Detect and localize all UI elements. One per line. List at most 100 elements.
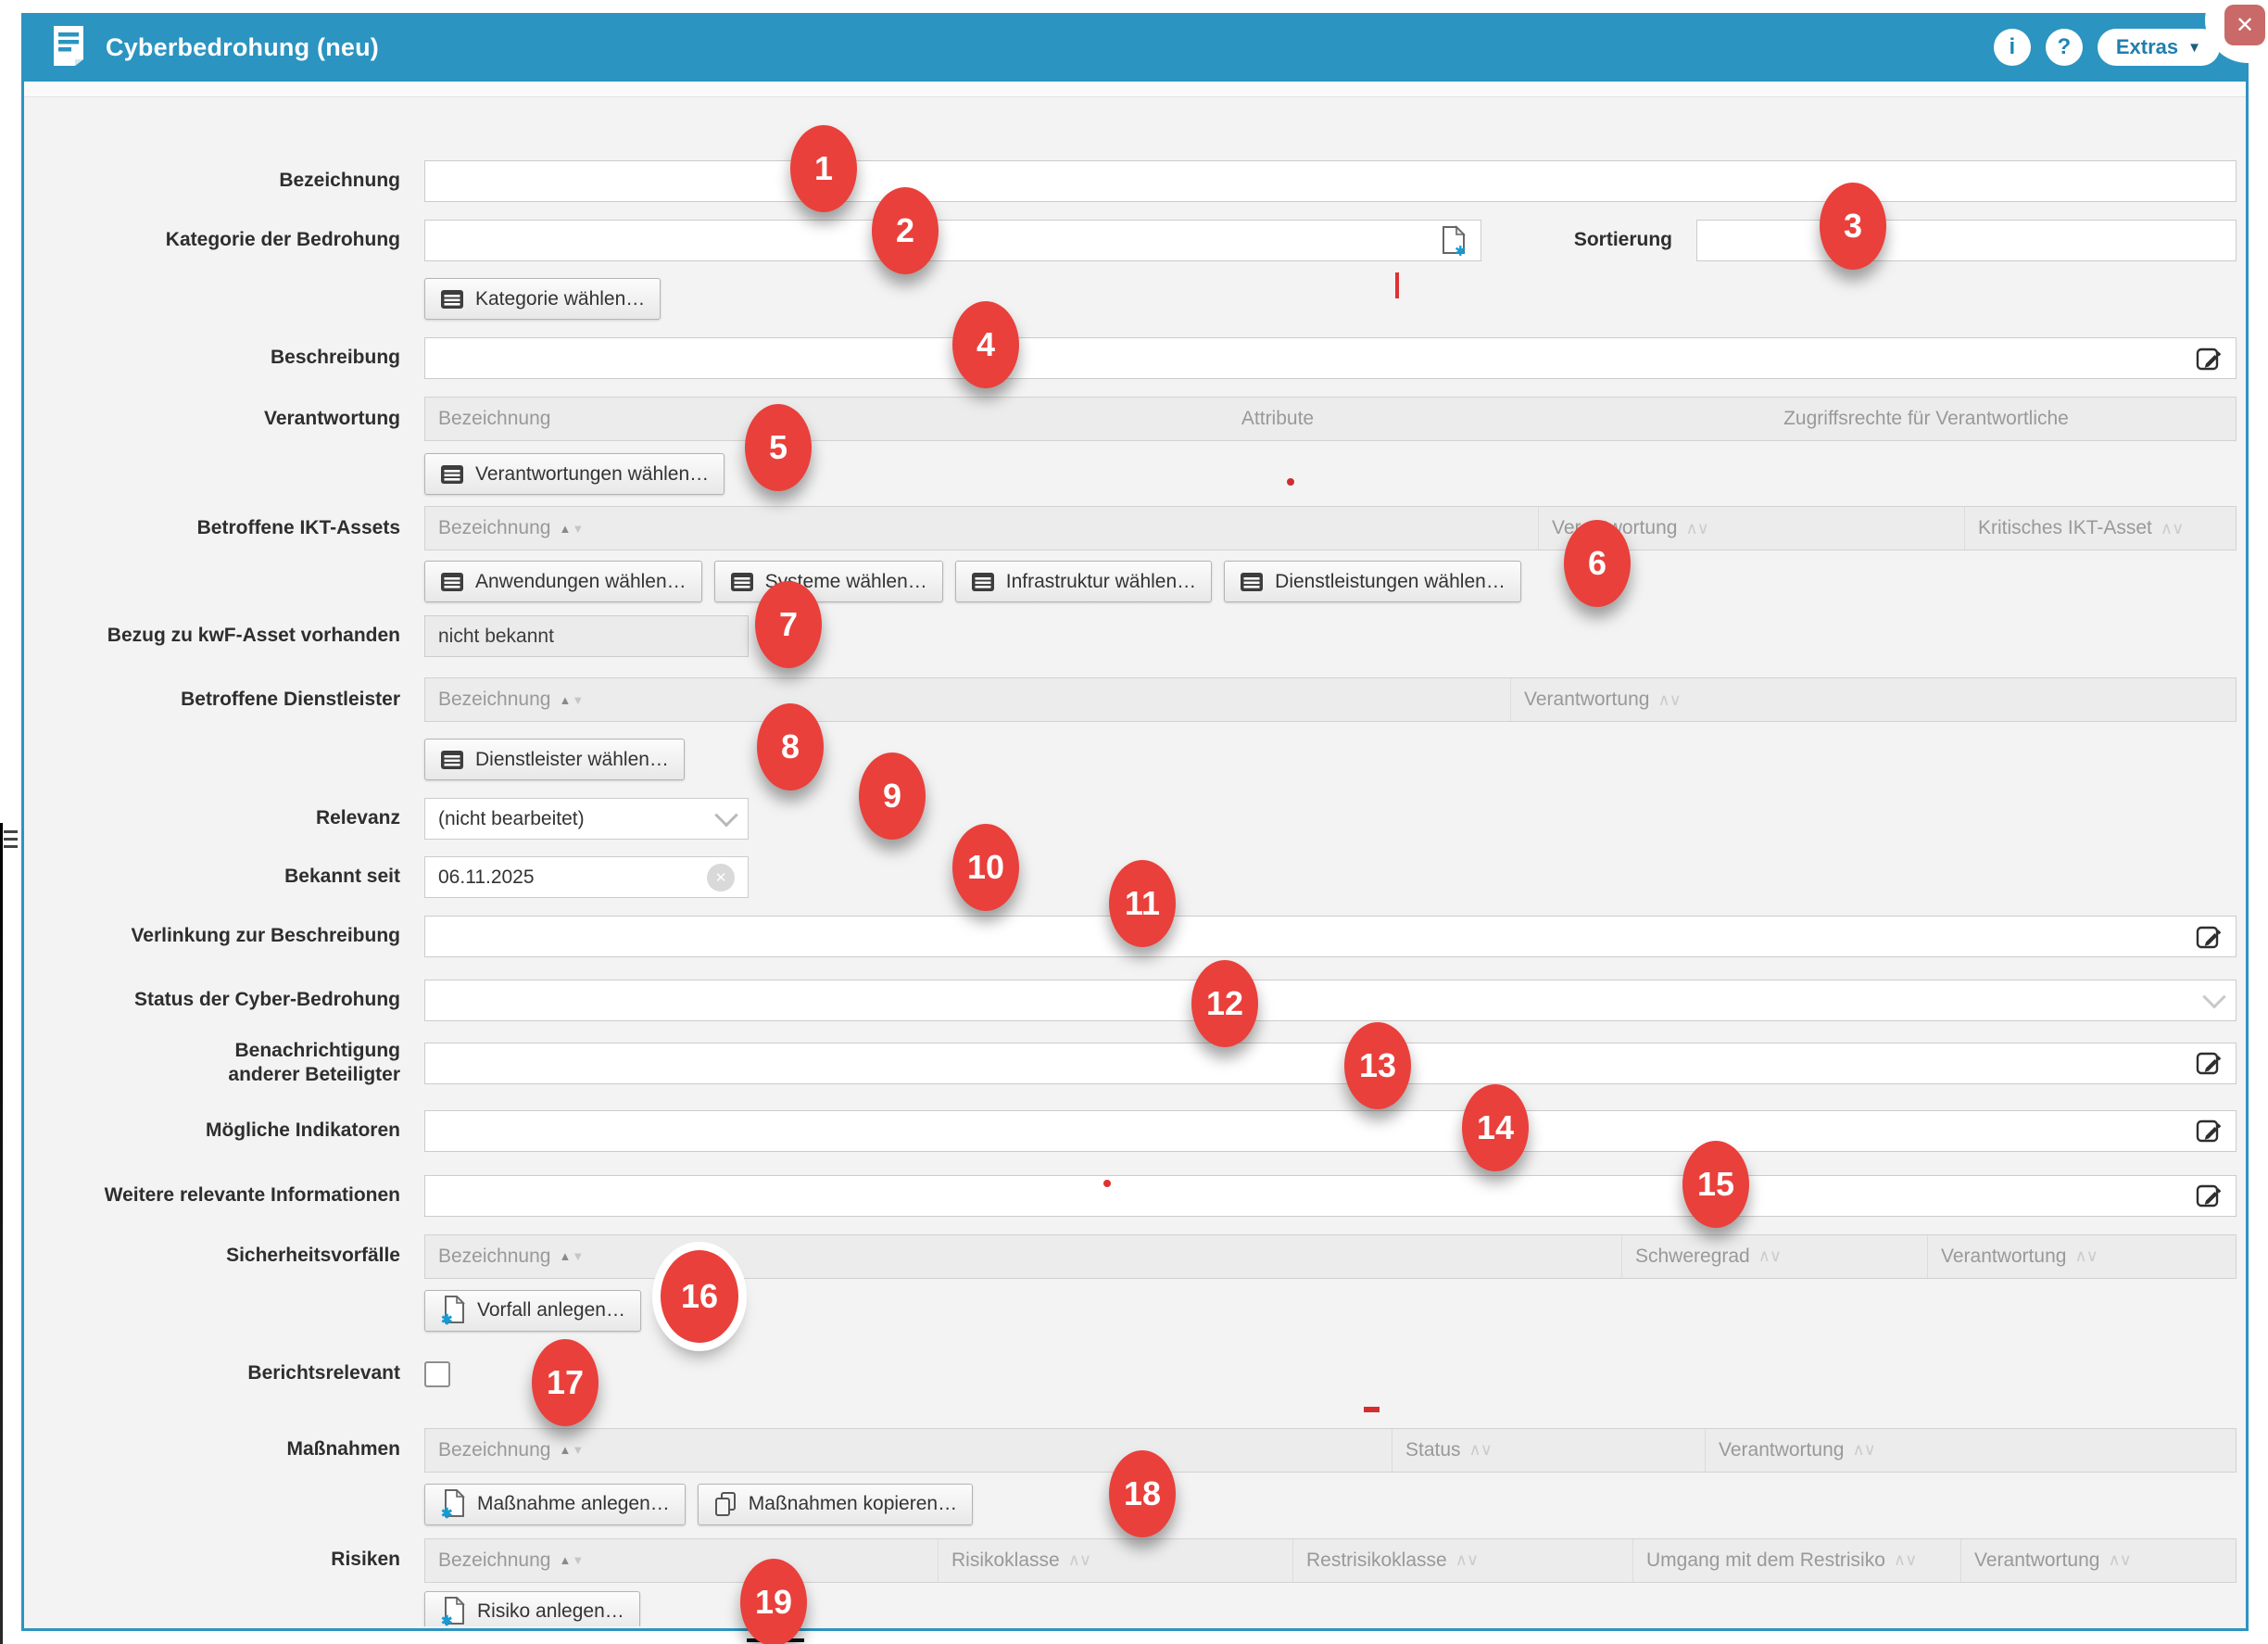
column-header-sortable[interactable]: Bezeichnung ▲ ▼ [425,1428,1392,1472]
edit-icon[interactable] [2195,1049,2223,1077]
column-header-sortable[interactable]: Kritisches IKT-Asset ∧ ∨ [1978,517,2185,538]
ikt-assets-table-header: Bezeichnung ▲▼ Verantwortung ∧∨ Kritisch… [424,506,2236,550]
chevron-down-icon: ▼ [2187,39,2201,56]
column-header-sortable[interactable]: Verantwortung ∧∨ [1974,1549,2132,1571]
chevron-down-icon [714,803,738,827]
extras-button[interactable]: Extras ▼ [2097,29,2220,66]
column-header-sortable[interactable]: Restrisikoklasse ∧ ∨ [1293,1538,1633,1582]
help-icon: ? [2057,34,2072,59]
sort-icons: ∧ ∨ [2074,1246,2098,1265]
row-status: Status der Cyber-Bedrohung [24,980,2236,1021]
indikatoren-input[interactable] [424,1109,2236,1152]
column-header-sortable[interactable]: Verantwortung ∧∨ [1524,689,1682,710]
dialog-titlebar: Cyberbedrohung (neu) i ? Extras ▼ [24,13,2246,82]
berichtsrelevant-checkbox[interactable] [424,1360,450,1387]
row-beschreibung: Beschreibung [24,337,2236,379]
annotation-badge-11: 11 [1109,860,1176,947]
sortierung-input[interactable] [1696,220,2236,261]
list-icon [441,289,463,309]
verantwortung-label: Verantwortung [263,407,400,429]
column-header-sortable[interactable]: Bezeichnung ▲ ▼ [425,1234,1622,1278]
kategorie-input[interactable]: ✱ [424,220,1481,261]
column-header-sortable[interactable]: Risikoklasse ∧ ∨ [939,1538,1293,1582]
edit-icon[interactable] [2195,345,2223,373]
red-line-artifact [1395,272,1399,298]
kwf-value-field: nicht bekannt [424,615,749,657]
info-button[interactable]: i [1993,29,2031,66]
row-bekannt-seit: Bekannt seit 06.11.2025 ✕ [24,856,2236,898]
clear-date-button[interactable]: ✕ [707,863,735,892]
column-header-sortable[interactable]: Schweregrad ∧ ∨ [1622,1234,1928,1278]
column-header[interactable]: Bezeichnung [438,408,551,429]
row-verantwortung: Verantwortung Bezeichnung Attribute Zugr… [24,397,2236,441]
status-select[interactable] [424,980,2236,1021]
background-window-text-artifact [4,838,18,841]
column-header[interactable]: Zugriffsrechte für Verantwortliche [1783,408,2069,429]
sort-icons: ∧ ∨ [1468,1440,1493,1459]
copy-icon [714,1492,736,1516]
status-label: Status der Cyber-Bedrohung [133,989,400,1011]
weitere-infos-input[interactable] [424,1174,2236,1217]
sort-icons: ∧ ∨ [2108,1550,2132,1569]
column-header-sortable[interactable]: Verantwortung ∧∨ [1941,1245,2098,1267]
vorfall-anlegen-button[interactable]: ✱ Vorfall anlegen… [424,1289,641,1332]
row-indikatoren: Mögliche Indikatoren [24,1109,2236,1152]
list-icon [441,572,463,591]
kategorie-waehlen-button[interactable]: Kategorie wählen… [424,278,662,320]
edit-icon[interactable] [2195,923,2223,951]
verlinkung-input[interactable] [424,916,2236,957]
row-dienstleister: Betroffene Dienstleister Bezeichnung ▲ ▼ … [24,677,2236,722]
dialog-cyberbedrohung: Cyberbedrohung (neu) i ? Extras ▼ Bezeic… [21,13,2249,1631]
annotation-badge-4: 4 [952,301,1019,388]
list-icon [1241,572,1264,591]
titlebar-actions: i ? Extras ▼ [1993,29,2220,66]
verantwortung-table-header: Bezeichnung Attribute Zugriffsrechte für… [424,397,2236,441]
anwendungen-waehlen-button[interactable]: Anwendungen wählen… [424,561,702,602]
dienstleister-table-header: Bezeichnung ▲ ▼ Verantwortung ∧ ∨ [424,677,2236,722]
new-document-icon[interactable]: ✱ [1440,224,1468,257]
row-sicherheitsvorfaelle: Sicherheitsvorfälle Bezeichnung ▲ ▼ Schwe… [24,1233,2236,1279]
sort-icons: ∧ ∨ [1455,1550,1480,1569]
row-kategorie-actions: Kategorie wählen… [24,278,2236,320]
verantwortungen-waehlen-button[interactable]: Verantwortungen wählen… [424,453,725,495]
infrastruktur-waehlen-button[interactable]: Infrastruktur wählen… [954,561,1213,602]
column-header[interactable]: Attribute [1241,408,1315,429]
close-button[interactable]: ✕ [2224,5,2265,45]
beschreibung-input[interactable] [424,337,2236,379]
column-header-sortable[interactable]: Bezeichnung ▲ ▼ [425,678,1511,721]
edit-icon[interactable] [2195,1182,2223,1209]
document-icon [50,24,87,71]
bezeichnung-input[interactable] [424,160,2236,202]
benachrichtigung-input[interactable] [424,1042,2236,1084]
dienstleister-label: Betroffene Dienstleister [181,688,400,710]
list-icon [971,572,994,591]
relevanz-select[interactable]: (nicht bearbeitet) [424,798,749,840]
column-header-sortable[interactable]: Verantwortung ∧∨ [1719,1438,1876,1461]
systeme-waehlen-button[interactable]: Systeme wählen… [713,561,943,602]
svg-text:✱: ✱ [441,1312,453,1325]
dienstleistungen-waehlen-button[interactable]: Dienstleistungen wählen… [1224,561,1521,602]
kategorie-label: Kategorie der Bedrohung [165,229,400,251]
help-button[interactable]: ? [2045,29,2083,66]
sort-icons: ▲ ▼ [559,1443,585,1457]
massnahmen-kopieren-button[interactable]: Maßnahmen kopieren… [697,1483,974,1525]
column-header-sortable[interactable]: Bezeichnung ▲ ▼ [425,1538,939,1582]
red-dot-artifact [1287,478,1294,486]
column-header-sortable[interactable]: Status ∧ ∨ [1392,1428,1706,1472]
risiko-anlegen-button[interactable]: ✱ Risiko anlegen… [424,1590,640,1626]
new-document-icon: ✱ [441,1296,465,1325]
dienstleister-waehlen-button[interactable]: Dienstleister wählen… [424,739,685,780]
svg-text:✱: ✱ [441,1506,453,1519]
annotation-badge-9: 9 [859,752,926,840]
row-relevanz: Relevanz (nicht bearbeitet) [24,798,2236,840]
bekannt-seit-date-input[interactable]: 06.11.2025 ✕ [424,856,749,898]
column-header-sortable[interactable]: Bezeichnung ▲ ▼ [425,507,1539,550]
row-kwf: Bezug zu kwF-Asset vorhanden nicht bekan… [24,615,2236,657]
massnahme-anlegen-button[interactable]: ✱ Maßnahme anlegen… [424,1483,686,1525]
edit-icon[interactable] [2195,1117,2223,1144]
sort-icons: ∧ ∨ [1685,518,1709,537]
column-header-sortable[interactable]: Umgang mit dem Restrisiko ∧ ∨ [1633,1538,1961,1582]
annotation-badge-14: 14 [1462,1084,1529,1171]
massnahmen-label: Maßnahmen [286,1438,400,1461]
annotation-badge-10: 10 [952,824,1019,911]
